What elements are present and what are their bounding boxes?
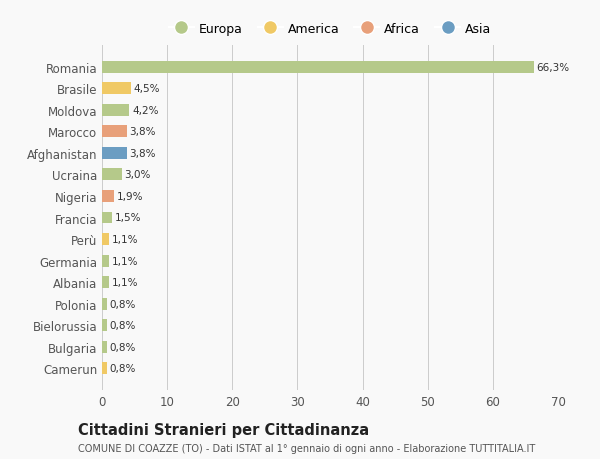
Bar <box>102 341 107 353</box>
Text: 0,8%: 0,8% <box>110 320 136 330</box>
Text: COMUNE DI COAZZE (TO) - Dati ISTAT al 1° gennaio di ogni anno - Elaborazione TUT: COMUNE DI COAZZE (TO) - Dati ISTAT al 1°… <box>78 443 535 453</box>
Text: 0,8%: 0,8% <box>110 299 136 309</box>
Bar <box>102 148 127 159</box>
Bar <box>102 363 107 375</box>
Text: 3,8%: 3,8% <box>130 127 156 137</box>
Bar <box>102 126 127 138</box>
Bar <box>102 319 107 331</box>
Text: Cittadini Stranieri per Cittadinanza: Cittadini Stranieri per Cittadinanza <box>78 422 369 437</box>
Bar <box>102 169 122 181</box>
Bar <box>102 62 534 73</box>
Bar <box>102 212 112 224</box>
Text: 3,8%: 3,8% <box>130 149 156 158</box>
Bar <box>102 255 109 267</box>
Text: 0,8%: 0,8% <box>110 364 136 374</box>
Text: 4,2%: 4,2% <box>132 106 158 116</box>
Text: 4,5%: 4,5% <box>134 84 160 94</box>
Bar <box>102 83 131 95</box>
Text: 1,1%: 1,1% <box>112 278 138 287</box>
Text: 66,3%: 66,3% <box>536 62 569 73</box>
Bar <box>102 190 115 202</box>
Bar <box>102 298 107 310</box>
Text: 1,1%: 1,1% <box>112 235 138 245</box>
Legend: Europa, America, Africa, Asia: Europa, America, Africa, Asia <box>164 18 496 41</box>
Bar <box>102 105 130 117</box>
Text: 0,8%: 0,8% <box>110 342 136 352</box>
Bar <box>102 277 109 288</box>
Text: 1,1%: 1,1% <box>112 256 138 266</box>
Text: 1,9%: 1,9% <box>117 191 143 202</box>
Bar <box>102 234 109 246</box>
Text: 1,5%: 1,5% <box>115 213 141 223</box>
Text: 3,0%: 3,0% <box>124 170 151 180</box>
